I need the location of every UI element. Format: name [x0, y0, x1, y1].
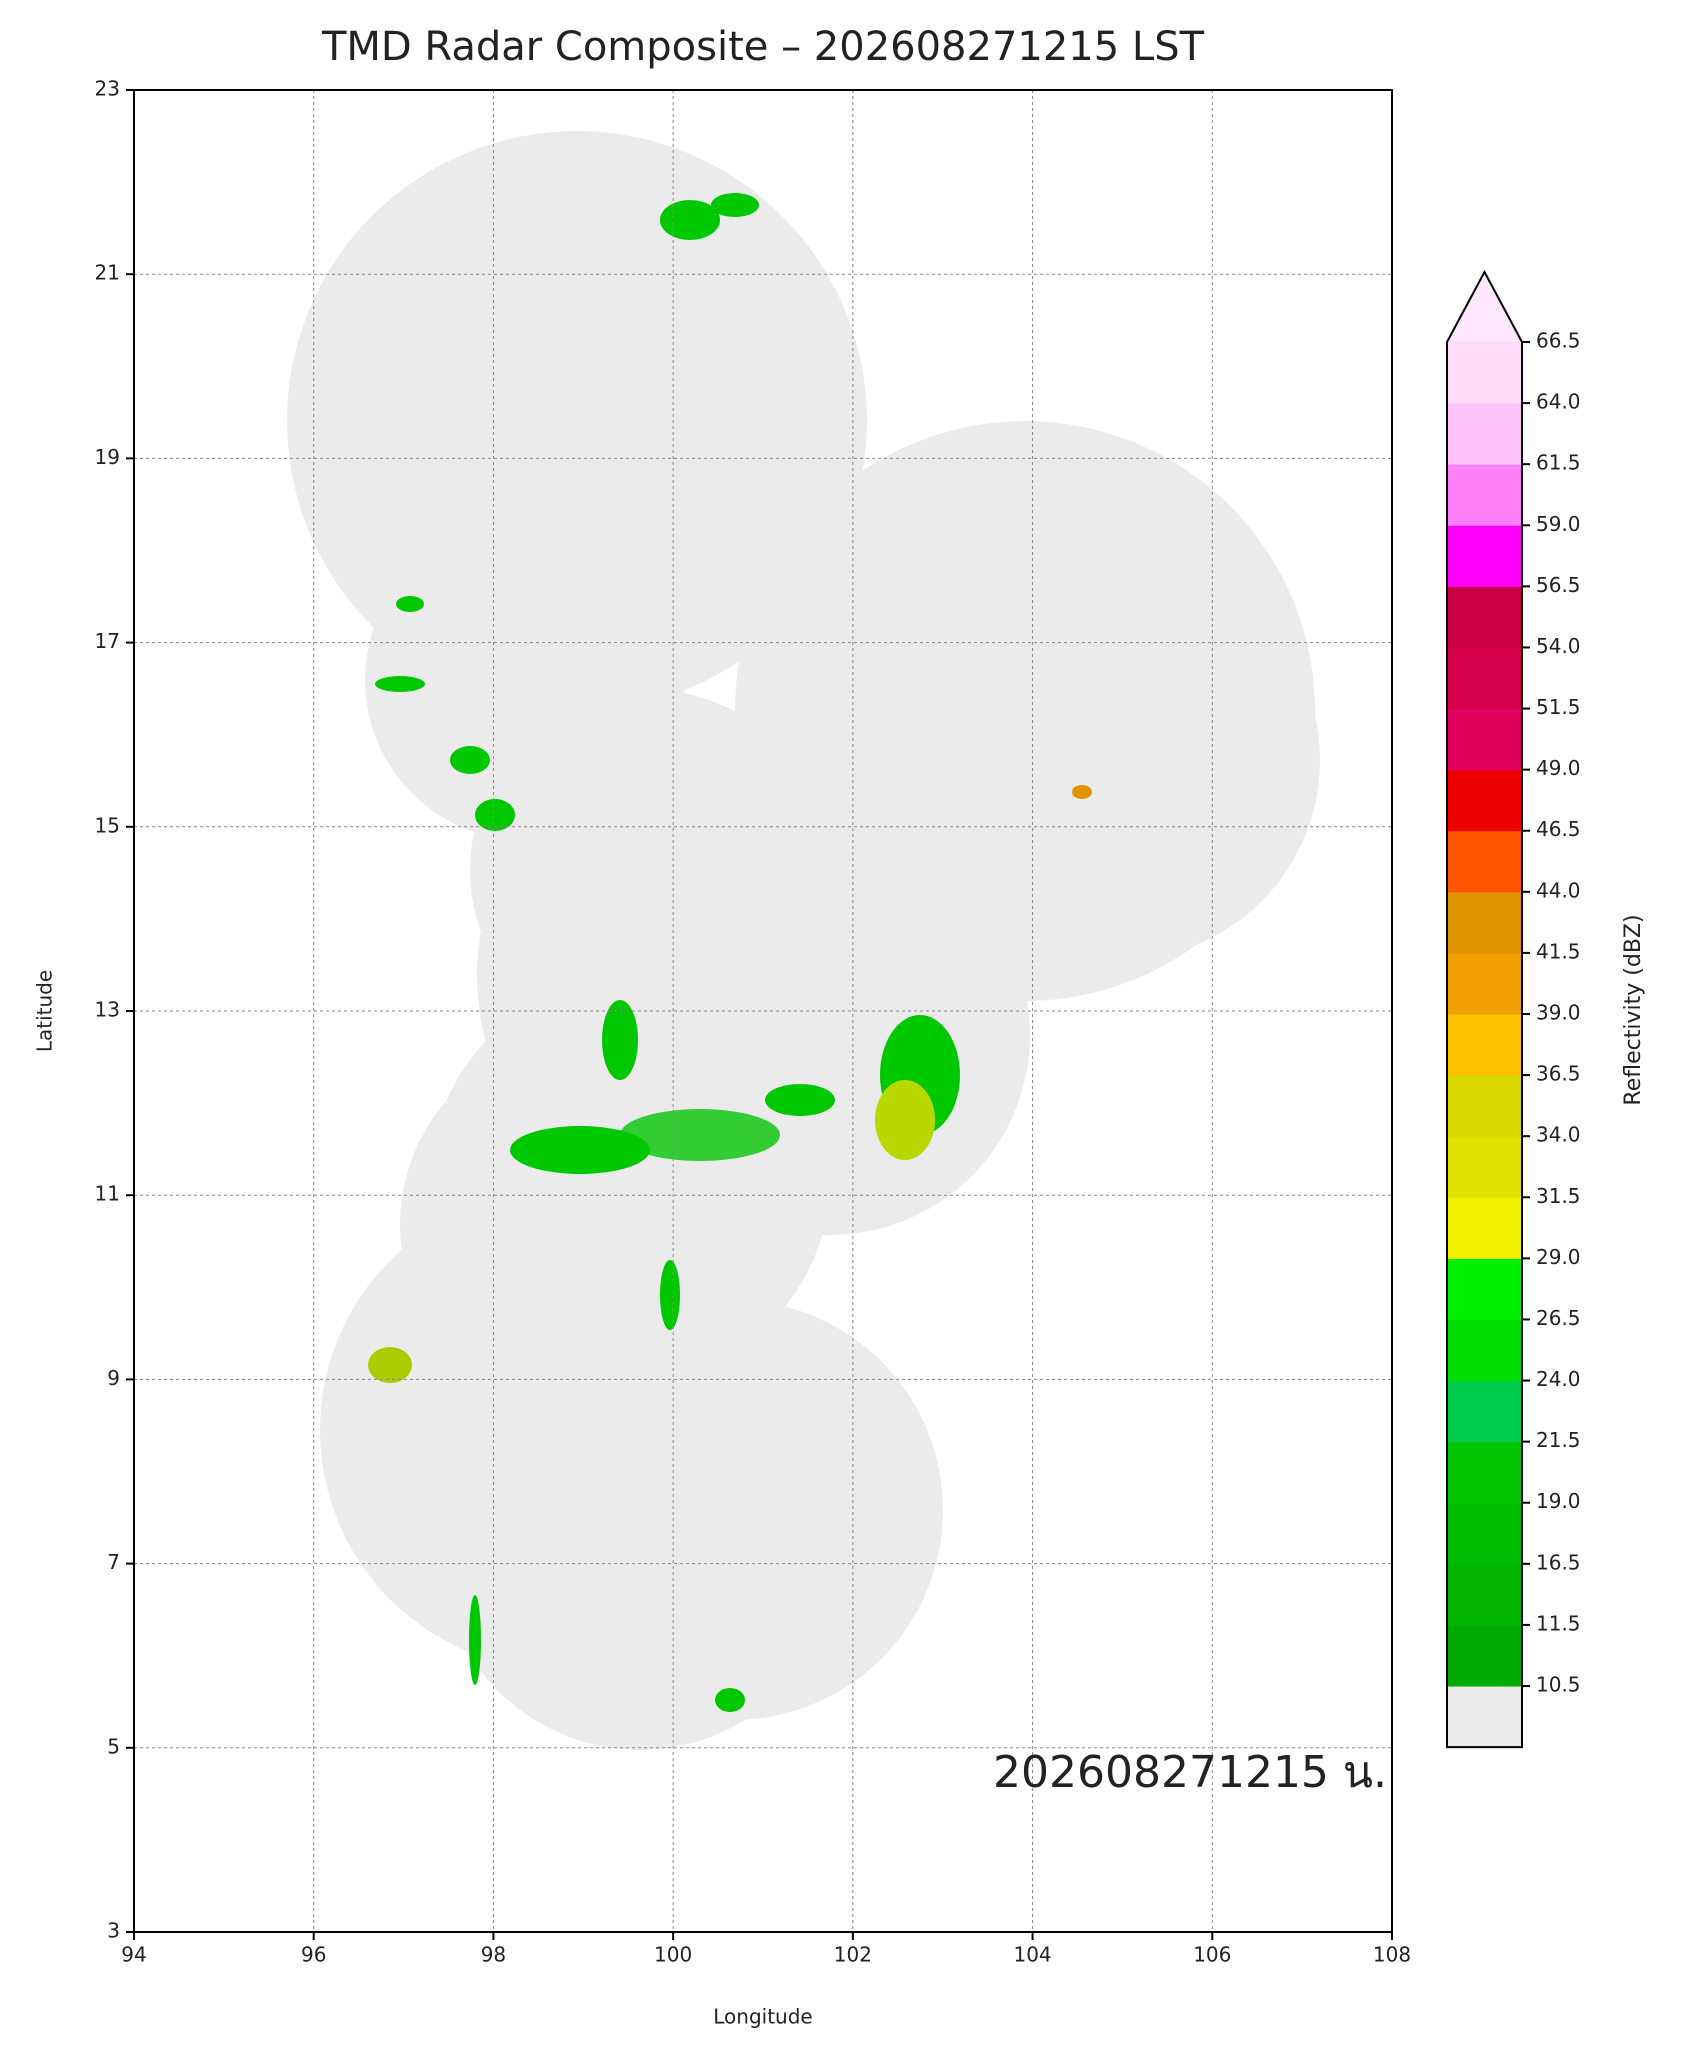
timestamp-annotation: 202608271215 น. [993, 1747, 1387, 1798]
colorbar-bin [1447, 1197, 1522, 1259]
colorbar-bin [1447, 1563, 1522, 1626]
x-axis-label: Longitude [713, 2005, 812, 2029]
x-tick-label: 106 [1193, 1943, 1231, 1967]
colorbar-bin [1447, 1380, 1522, 1443]
colorbar-bin [1447, 586, 1522, 648]
colorbar-tick-label: 49.0 [1536, 756, 1581, 780]
colorbar-tick-label: 64.0 [1536, 390, 1581, 414]
colorbar-bin [1447, 1624, 1522, 1687]
x-tick-label: 100 [654, 1943, 692, 1967]
colorbar-tick-label: 46.5 [1536, 817, 1581, 841]
colorbar-tick-label: 61.5 [1536, 451, 1581, 475]
colorbar-tick-label: 29.0 [1536, 1245, 1581, 1269]
colorbar-tick-label: 54.0 [1536, 634, 1581, 658]
colorbar-tick-label: 56.5 [1536, 573, 1581, 597]
colorbar-label: Reflectivity (dBZ) [1621, 914, 1646, 1105]
x-tick-label: 98 [481, 1943, 506, 1967]
colorbar-bin [1447, 1441, 1522, 1504]
colorbar-bin [1447, 525, 1522, 587]
colorbar-bin [1447, 1014, 1522, 1076]
x-tick-label: 104 [1013, 1943, 1051, 1967]
colorbar-tick-label: 24.0 [1536, 1367, 1581, 1391]
colorbar-bin [1447, 1319, 1522, 1382]
colorbar-bin [1447, 769, 1522, 832]
y-tick-label: 5 [107, 1734, 120, 1758]
colorbar-tick-label: 41.5 [1536, 939, 1581, 963]
y-tick-label: 15 [95, 813, 120, 837]
x-tick-label: 96 [301, 1943, 326, 1967]
colorbar-bin [1447, 464, 1522, 526]
colorbar-tick-label: 44.0 [1536, 878, 1581, 902]
radar-coverage [287, 131, 1320, 1750]
colorbar-bin [1447, 708, 1522, 771]
colorbar-under [1447, 1686, 1522, 1748]
colorbar-tick-label: 66.5 [1536, 329, 1581, 353]
x-tick-label: 94 [121, 1943, 146, 1967]
colorbar-tick-label: 36.5 [1536, 1062, 1581, 1086]
x-tick-label: 102 [834, 1943, 872, 1967]
colorbar-tick-label: 59.0 [1536, 512, 1581, 536]
colorbar-bin [1447, 1075, 1522, 1137]
colorbar-bin [1447, 1136, 1522, 1198]
chart-title: TMD Radar Composite – 202608271215 LST [321, 24, 1205, 70]
y-tick-label: 19 [95, 445, 120, 469]
y-tick-label: 11 [95, 1182, 120, 1206]
y-tick-label: 23 [95, 77, 120, 101]
colorbar-bin [1447, 830, 1522, 893]
colorbar-outline [1446, 269, 1523, 1749]
y-axis-label: Latitude [33, 970, 57, 1052]
y-tick-label: 21 [95, 261, 120, 285]
colorbar-tick-label: 39.0 [1536, 1001, 1581, 1025]
x-tick-label: 108 [1373, 1943, 1411, 1967]
colorbar-bin [1447, 647, 1522, 710]
colorbar-tick-label: 19.0 [1536, 1489, 1581, 1513]
y-tick-label: 7 [107, 1550, 120, 1574]
colorbar-over [1447, 272, 1522, 342]
colorbar-bin [1447, 403, 1522, 465]
colorbar-bin [1447, 342, 1522, 404]
colorbar-tick-label: 34.0 [1536, 1123, 1581, 1147]
colorbar-tick-label: 16.5 [1536, 1550, 1581, 1574]
colorbar-bin [1447, 891, 1522, 954]
colorbar-bin [1447, 1258, 1522, 1320]
radar-echoes [368, 193, 1092, 1712]
colorbar-bin [1447, 1502, 1522, 1565]
y-tick-label: 9 [107, 1366, 120, 1390]
y-tick-label: 17 [95, 629, 120, 653]
colorbar-tick-label: 11.5 [1536, 1611, 1581, 1635]
colorbar: 10.5 11.5 16.5 19.0 21.5 24.0 26.5 29.0 31.5 34.0… [1446, 269, 1581, 1749]
map-frame [133, 89, 1393, 1933]
colorbar-tick-label: 10.5 [1536, 1673, 1581, 1697]
colorbar-tick-label: 51.5 [1536, 695, 1581, 719]
colorbar-tick-label: 26.5 [1536, 1306, 1581, 1330]
colorbar-tick-label: 31.5 [1536, 1184, 1581, 1208]
colorbar-tick-label: 21.5 [1536, 1428, 1581, 1452]
colorbar-bin [1447, 952, 1522, 1015]
y-tick-label: 13 [95, 998, 120, 1022]
y-tick-label: 3 [107, 1919, 120, 1943]
